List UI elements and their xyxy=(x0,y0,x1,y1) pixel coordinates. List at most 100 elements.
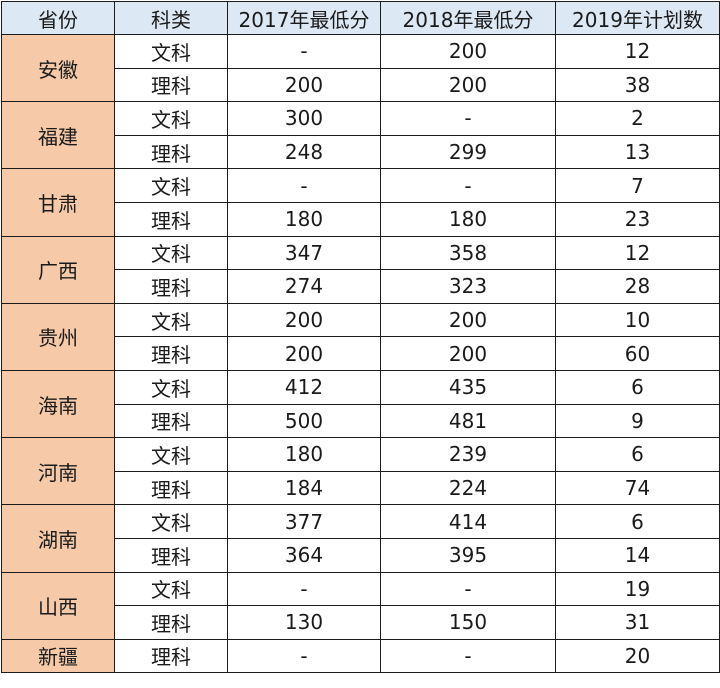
province-cell: 甘肃 xyxy=(1,168,115,237)
min-score-2017-cell: 377 xyxy=(227,504,381,539)
province-cell: 山西 xyxy=(1,571,115,640)
plan-2019-cell: 14 xyxy=(555,537,720,573)
subject-type-cell: 文科 xyxy=(114,302,228,338)
header-province: 省份 xyxy=(1,1,115,35)
plan-2019-cell: 19 xyxy=(555,571,720,607)
province-cell: 河南 xyxy=(1,437,115,506)
province-cell: 海南 xyxy=(1,369,115,439)
plan-2019-cell: 12 xyxy=(555,235,720,271)
subject-type-cell: 文科 xyxy=(114,437,228,472)
table-row: 甘肃 文科 - -7 xyxy=(1,168,720,237)
min-score-2018-cell: 395 xyxy=(380,537,556,573)
plan-2019-cell: 60 xyxy=(555,336,720,371)
subject-type-cell: 理科 xyxy=(114,537,228,573)
header-plan-2019: 2019年计划数 xyxy=(555,1,720,35)
table-row: 海南 文科 412 435 6 xyxy=(1,369,720,439)
plan-2019-cell: 6 xyxy=(555,504,720,539)
subject-type-cell: 理科 xyxy=(114,67,228,103)
header-min-score-2018: 2018年最低分 xyxy=(380,1,556,35)
min-score-2018-cell: - xyxy=(380,168,556,203)
subject-type-cell: 理科 xyxy=(114,336,228,371)
min-score-2018-cell: 435 xyxy=(380,369,556,405)
table-row: 理科 500 481 9 xyxy=(2,403,720,439)
province-cell: 广西 xyxy=(1,235,115,304)
min-score-2018-cell: 150 xyxy=(380,605,556,640)
min-score-2018-cell: 481 xyxy=(380,403,556,439)
table-row: 湖南 文科 377 414 6 xyxy=(1,504,720,573)
header-min-score-2017: 2017年最低分 xyxy=(227,1,381,35)
min-score-2017-cell: 412 xyxy=(227,369,381,405)
min-score-2017-cell: 364 xyxy=(227,537,381,573)
plan-2019-cell: 23 xyxy=(555,201,720,237)
table-row: 广西 文科 347 358 12 xyxy=(1,235,720,304)
min-score-2017-cell: 200 xyxy=(227,336,381,371)
min-score-2017-cell: - xyxy=(227,638,381,674)
plan-2019-cell: 38 xyxy=(555,67,720,103)
min-score-2017-cell: 180 xyxy=(227,437,381,472)
subject-type-cell: 文科 xyxy=(114,369,228,405)
plan-2019-cell: 13 xyxy=(555,134,720,170)
subject-type-cell: 文科 xyxy=(114,101,228,136)
plan-2019-cell: 6 xyxy=(555,437,720,472)
min-score-2018-cell: 239 xyxy=(380,437,556,472)
plan-2019-cell: 20 xyxy=(555,638,720,674)
min-score-2018-cell: - xyxy=(380,101,556,136)
table-row: 河南 文科 180 239 6 xyxy=(1,437,720,506)
admission-score-table: 省份 科类 2017年最低分 2018年最低分 2019年计划数 安徽 文科 -20… xyxy=(1,1,720,674)
min-score-2018-cell: 200 xyxy=(380,302,556,338)
min-score-2018-cell: - xyxy=(380,638,556,674)
subject-type-cell: 理科 xyxy=(114,638,228,674)
header-row: 省份 科类 2017年最低分 2018年最低分 2019年计划数 xyxy=(1,1,720,35)
subject-type-cell: 文科 xyxy=(114,168,228,203)
subject-type-cell: 理科 xyxy=(114,470,228,506)
min-score-2017-cell: - xyxy=(227,168,381,203)
min-score-2017-cell: 248 xyxy=(227,134,381,170)
plan-2019-cell: 9 xyxy=(555,403,720,439)
subject-type-cell: 理科 xyxy=(114,201,228,237)
subject-type-cell: 文科 xyxy=(114,504,228,539)
table-body: 安徽 文科 -200 12 理科 200 200 38 福建 文科 300-2 理科 248 299 13 甘… xyxy=(1,33,720,674)
province-cell: 湖南 xyxy=(1,504,115,573)
subject-type-cell: 文科 xyxy=(114,235,228,271)
min-score-2017-cell: 500 xyxy=(227,403,381,439)
table-row: 福建 文科 300-2 xyxy=(1,101,720,170)
min-score-2018-cell: 200 xyxy=(380,34,556,69)
subject-type-cell: 文科 xyxy=(114,34,228,69)
subject-type-cell: 理科 xyxy=(114,403,228,439)
min-score-2017-cell: 200 xyxy=(227,302,381,338)
min-score-2017-cell: 274 xyxy=(227,269,381,304)
min-score-2017-cell: 130 xyxy=(227,605,381,640)
min-score-2018-cell: 180 xyxy=(380,201,556,237)
subject-type-cell: 理科 xyxy=(114,605,228,640)
table-row: 理科 180 180 23 xyxy=(2,201,720,237)
table-row: 理科 200 200 60 xyxy=(2,336,720,371)
table-row: 贵州 文科 200 200 10 xyxy=(1,302,720,371)
min-score-2017-cell: 300 xyxy=(227,101,381,136)
table-row: 理科 274 323 28 xyxy=(2,269,720,304)
min-score-2017-cell: - xyxy=(227,571,381,607)
plan-2019-cell: 31 xyxy=(555,605,720,640)
min-score-2018-cell: 323 xyxy=(380,269,556,304)
min-score-2018-cell: 414 xyxy=(380,504,556,539)
subject-type-cell: 理科 xyxy=(114,134,228,170)
min-score-2018-cell: 358 xyxy=(380,235,556,271)
plan-2019-cell: 2 xyxy=(555,101,720,136)
min-score-2017-cell: 200 xyxy=(227,67,381,103)
min-score-2017-cell: - xyxy=(227,34,381,69)
min-score-2018-cell: 200 xyxy=(380,67,556,103)
province-cell: 安徽 xyxy=(1,33,115,103)
table-row: 新疆 理科 - -20 xyxy=(1,638,720,674)
plan-2019-cell: 12 xyxy=(555,34,720,69)
min-score-2017-cell: 180 xyxy=(227,201,381,237)
table-row: 安徽 文科 -200 12 xyxy=(1,33,720,103)
province-cell: 贵州 xyxy=(1,302,115,371)
subject-type-cell: 理科 xyxy=(114,269,228,304)
min-score-2018-cell: - xyxy=(380,571,556,607)
min-score-2018-cell: 224 xyxy=(380,470,556,506)
plan-2019-cell: 28 xyxy=(555,269,720,304)
province-cell: 新疆 xyxy=(1,638,115,674)
plan-2019-cell: 7 xyxy=(555,168,720,203)
header-subject-type: 科类 xyxy=(114,1,228,35)
plan-2019-cell: 74 xyxy=(555,470,720,506)
plan-2019-cell: 10 xyxy=(555,302,720,338)
